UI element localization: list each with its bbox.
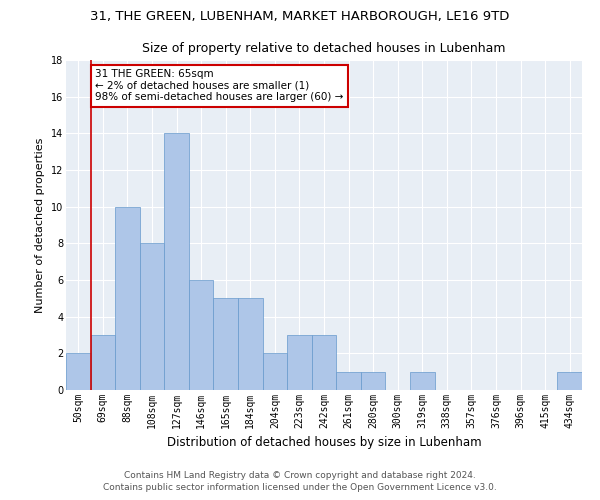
- Y-axis label: Number of detached properties: Number of detached properties: [35, 138, 45, 312]
- Bar: [263, 354, 287, 390]
- Bar: [238, 298, 263, 390]
- Bar: [336, 372, 361, 390]
- Title: Size of property relative to detached houses in Lubenham: Size of property relative to detached ho…: [142, 42, 506, 54]
- X-axis label: Distribution of detached houses by size in Lubenham: Distribution of detached houses by size …: [167, 436, 481, 450]
- Text: 31, THE GREEN, LUBENHAM, MARKET HARBOROUGH, LE16 9TD: 31, THE GREEN, LUBENHAM, MARKET HARBOROU…: [91, 10, 509, 23]
- Bar: [214, 298, 238, 390]
- Bar: [66, 354, 91, 390]
- Bar: [557, 372, 582, 390]
- Bar: [410, 372, 434, 390]
- Text: 31 THE GREEN: 65sqm
← 2% of detached houses are smaller (1)
98% of semi-detached: 31 THE GREEN: 65sqm ← 2% of detached hou…: [95, 69, 344, 102]
- Bar: [140, 244, 164, 390]
- Bar: [189, 280, 214, 390]
- Bar: [115, 206, 140, 390]
- Bar: [287, 335, 312, 390]
- Bar: [312, 335, 336, 390]
- Bar: [91, 335, 115, 390]
- Bar: [164, 134, 189, 390]
- Bar: [361, 372, 385, 390]
- Text: Contains HM Land Registry data © Crown copyright and database right 2024.
Contai: Contains HM Land Registry data © Crown c…: [103, 471, 497, 492]
